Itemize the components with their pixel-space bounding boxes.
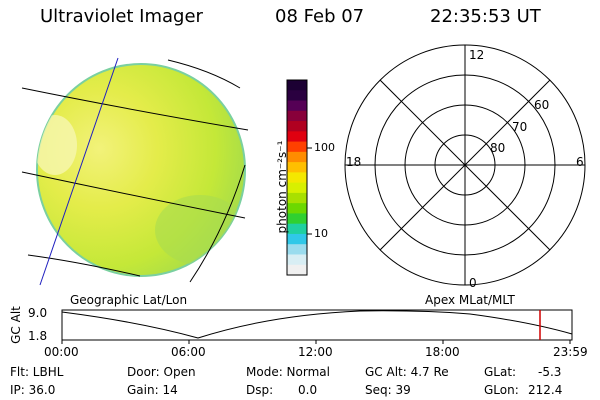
info-mode: Mode: Normal <box>246 365 330 379</box>
colorbar-segment <box>287 233 307 245</box>
alt-ylabel: GC Alt <box>9 306 23 344</box>
alt-xtick-2359: 23:59 <box>553 345 588 359</box>
apex-mlat-mlt-label: Apex MLat/MLT <box>425 293 515 307</box>
colorbar-segment <box>287 90 307 102</box>
info-door: Door: Open <box>127 365 196 379</box>
mlat-label-70: 70 <box>512 120 528 134</box>
colorbar-segment <box>287 80 307 91</box>
colorbar-segment <box>287 172 307 184</box>
colorbar-segment <box>287 192 307 204</box>
altitude-curve <box>61 310 573 339</box>
colorbar-segment <box>287 110 307 122</box>
geographic-latlon-label: Geographic Lat/Lon <box>70 293 188 307</box>
colorbar-tick-10: 10 <box>314 227 328 240</box>
colorbar-segment <box>287 213 307 225</box>
info-gcalt: GC Alt: 4.7 Re <box>365 365 449 379</box>
colorbar-segment <box>287 244 307 255</box>
mlat-label-60: 60 <box>534 98 550 112</box>
info-glat-label: GLat: <box>484 365 517 379</box>
info-glon-value: 212.4 <box>528 383 563 397</box>
colorbar-segment <box>287 223 307 235</box>
alt-ytick-9: 9.0 <box>28 306 48 320</box>
colorbar-segment <box>287 162 307 173</box>
info-ip: IP: 36.0 <box>10 383 56 397</box>
colorbar-frame <box>286 79 308 276</box>
colorbar-segment <box>287 264 307 276</box>
colorbar-segment <box>287 121 307 132</box>
geographic-meridian-blue <box>39 57 119 286</box>
alt-xtick-0600: 06:00 <box>171 345 206 359</box>
colorbar-label: photon cm⁻²s⁻¹ <box>275 140 289 234</box>
app-title: Ultraviolet Imager <box>40 6 203 27</box>
info-glat-value: -5.3 <box>538 365 562 379</box>
uv-image-disk <box>21 57 249 286</box>
alt-xtick-1200: 12:00 <box>298 345 333 359</box>
colorbar <box>286 79 308 276</box>
alt-xtick-0000: 00:00 <box>44 345 79 359</box>
colorbar-segment <box>287 203 307 214</box>
polar-grid <box>344 44 586 286</box>
info-dsp-value: 0.0 <box>298 383 318 397</box>
header-date: 08 Feb 07 <box>275 6 365 27</box>
colorbar-segment <box>287 151 307 163</box>
colorbar-segment <box>287 254 307 266</box>
colorbar-segment <box>287 100 307 112</box>
mlt-label-18: 18 <box>346 155 362 169</box>
geographic-meridian-right <box>189 164 246 283</box>
colorbar-segment <box>287 131 307 143</box>
info-glon-label: GLon: <box>484 383 519 397</box>
mlt-label-6: 6 <box>576 155 584 169</box>
info-flt: Flt: LBHL <box>10 365 64 379</box>
mlt-label-0: 0 <box>469 276 477 290</box>
info-dsp-label: Dsp: <box>246 383 274 397</box>
altitude-plot <box>61 309 573 344</box>
alt-ytick-1.8: 1.8 <box>28 329 48 343</box>
header-time: 22:35:53 UT <box>430 6 541 27</box>
info-gain: Gain: 14 <box>127 383 178 397</box>
colorbar-segment <box>287 141 307 153</box>
geographic-grid <box>21 59 249 277</box>
mlt-label-12: 12 <box>469 48 485 62</box>
info-seq: Seq: 39 <box>365 383 411 397</box>
colorbar-tick-100: 100 <box>314 141 335 154</box>
mlat-label-80: 80 <box>490 141 506 155</box>
alt-xtick-1800: 18:00 <box>425 345 460 359</box>
colorbar-segment <box>287 182 307 194</box>
